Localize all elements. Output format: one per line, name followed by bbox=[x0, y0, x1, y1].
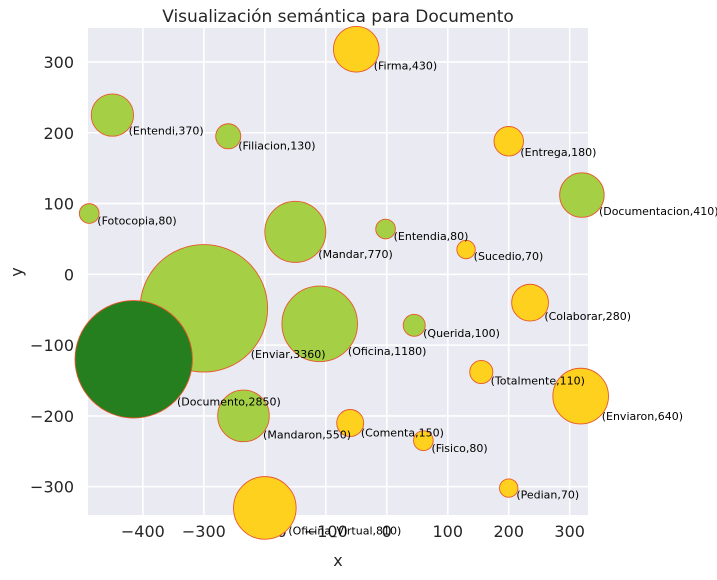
y-tick-label: 200 bbox=[43, 124, 74, 143]
bubble-label: (Entrega,180) bbox=[520, 146, 596, 159]
bubble-labels: (Firma,430) (Entendi,370) (Filiacion,130) (… bbox=[97, 60, 717, 538]
y-tick-label: −100 bbox=[30, 336, 74, 355]
bubble-label: (Comenta,150) bbox=[361, 427, 444, 440]
y-tick-label: −200 bbox=[30, 407, 74, 426]
bubble bbox=[552, 367, 609, 425]
bubble bbox=[333, 25, 380, 73]
bubble-label: (Firma,430) bbox=[374, 60, 437, 73]
bubble bbox=[74, 300, 193, 419]
y-tick-label: 0 bbox=[64, 265, 74, 284]
bubble-label: (Pedian,70) bbox=[516, 489, 579, 502]
x-axis-label: x bbox=[333, 551, 342, 570]
x-tick-label: −400 bbox=[121, 522, 165, 541]
bubble-label: (Querida,100) bbox=[423, 327, 500, 340]
bubbles bbox=[74, 25, 609, 540]
y-tick-label: 300 bbox=[43, 53, 74, 72]
x-tick-label: 300 bbox=[554, 522, 585, 541]
bubble bbox=[402, 313, 426, 337]
bubble bbox=[413, 430, 434, 451]
y-tick-label: −300 bbox=[30, 478, 74, 497]
bubble-label: (Totalmente,110) bbox=[491, 374, 585, 387]
bubble bbox=[493, 126, 524, 157]
bubble bbox=[559, 172, 605, 218]
bubble-label: (Documentacion,410) bbox=[599, 205, 717, 218]
bubble-label: (Entendia,80) bbox=[394, 230, 469, 243]
bubble-label: (Enviaron,640) bbox=[602, 410, 683, 423]
bubble-label: (Fotocopia,80) bbox=[97, 215, 176, 228]
x-tick-label: 100 bbox=[432, 522, 463, 541]
chart-title: Visualización semántica para Documento bbox=[162, 7, 514, 27]
y-tick-label: 100 bbox=[43, 195, 74, 214]
bubble bbox=[78, 203, 100, 224]
bubble-label: (Sucedio,70) bbox=[474, 250, 544, 263]
bubble bbox=[469, 360, 494, 385]
bubble-label: (Filiacion,130) bbox=[238, 139, 315, 152]
bubble-label: (Oficina_Virtual,810) bbox=[288, 524, 401, 537]
bubble-label: (Mandaron,550) bbox=[263, 428, 351, 441]
bubble bbox=[375, 218, 396, 240]
bubble bbox=[281, 285, 358, 363]
x-tick-label: 0 bbox=[382, 522, 392, 541]
bubble-label: (Mandar,770) bbox=[318, 248, 393, 261]
bubble bbox=[233, 476, 297, 540]
bubble-label: (Colaborar,280) bbox=[544, 310, 631, 323]
bubble bbox=[217, 389, 270, 443]
bubble bbox=[511, 283, 549, 322]
x-tick-label: −300 bbox=[182, 522, 226, 541]
bubble-label: (Fisico,80) bbox=[431, 442, 487, 455]
bubble bbox=[336, 409, 365, 437]
bubble bbox=[264, 200, 327, 263]
bubble-label: (Oficina,1180) bbox=[348, 345, 426, 358]
bubble bbox=[215, 123, 242, 150]
bubble-label: (Enviar,3360) bbox=[251, 348, 326, 361]
bubble bbox=[90, 93, 134, 137]
bubble bbox=[456, 239, 476, 260]
y-axis-label: y bbox=[7, 267, 26, 276]
bubble bbox=[499, 478, 519, 498]
bubble-label: (Documento,2850) bbox=[177, 396, 281, 409]
bubble-label: (Entendi,370) bbox=[129, 124, 204, 137]
x-tick-label: −100 bbox=[304, 522, 348, 541]
x-tick-label: 200 bbox=[493, 522, 524, 541]
